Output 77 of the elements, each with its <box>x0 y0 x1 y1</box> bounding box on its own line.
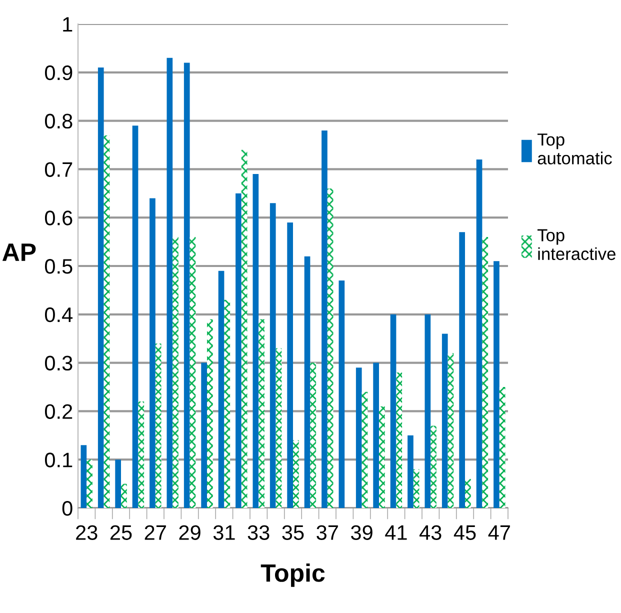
bar <box>327 188 334 508</box>
bar <box>494 261 500 508</box>
bar <box>184 62 190 508</box>
bar <box>190 236 196 508</box>
bar <box>356 368 362 508</box>
bar <box>138 402 144 508</box>
x-tick-label: 25 <box>110 525 132 540</box>
x-tick-label: 45 <box>454 525 476 540</box>
bar <box>132 126 138 508</box>
bar <box>80 445 87 508</box>
y-tick-label: 0.9 <box>44 65 72 80</box>
x-tick-label: 35 <box>282 525 304 540</box>
y-tick-label: 1 <box>63 17 72 32</box>
bar <box>241 150 248 508</box>
y-tick-label: 0.1 <box>44 452 72 468</box>
bar <box>379 406 385 508</box>
bar <box>465 478 471 508</box>
bar <box>413 469 420 508</box>
bar <box>304 256 310 508</box>
bar <box>424 314 431 508</box>
y-tick-label: 0.2 <box>44 404 72 419</box>
bar <box>408 435 414 508</box>
bar <box>362 392 368 508</box>
bar <box>252 174 259 508</box>
legend-label: Top interactive <box>537 229 616 260</box>
bar <box>236 193 242 508</box>
bar <box>121 484 127 508</box>
x-tick-label: 31 <box>213 525 235 540</box>
x-tick-label: 29 <box>179 525 200 540</box>
y-tick-label: 0.5 <box>44 259 72 274</box>
y-tick-label: 0.3 <box>44 356 72 371</box>
bar <box>322 130 328 508</box>
bar <box>166 58 173 508</box>
legend-label: Top automatic <box>537 134 612 164</box>
x-tick-label: 41 <box>385 525 407 540</box>
bar <box>86 460 92 508</box>
x-tick-label: 33 <box>248 525 270 540</box>
bar <box>390 314 396 508</box>
x-tick-label: 27 <box>144 525 166 540</box>
bar <box>207 319 213 508</box>
bar <box>396 372 402 508</box>
bar <box>155 343 162 508</box>
x-tick-label: 39 <box>351 525 372 540</box>
x-tick-label: 43 <box>419 525 442 540</box>
bar <box>373 362 379 508</box>
x-tick-label: 37 <box>316 525 338 540</box>
bar <box>201 362 207 508</box>
bar <box>150 198 156 508</box>
bar <box>482 236 488 508</box>
bar <box>499 387 506 508</box>
bar <box>442 334 448 508</box>
bar <box>218 270 224 508</box>
bar <box>98 68 104 508</box>
bar <box>104 135 110 508</box>
y-tick-label: 0.8 <box>44 114 72 129</box>
bar <box>430 426 436 508</box>
y-tick-label: 0.7 <box>44 162 72 177</box>
bar <box>270 203 276 508</box>
y-tick-label: 0.4 <box>44 307 73 322</box>
bar <box>459 232 465 508</box>
x-axis-title: Topic <box>260 564 325 587</box>
bar <box>224 300 230 508</box>
x-tick-label: 47 <box>488 525 510 540</box>
bar <box>293 440 299 508</box>
bar <box>287 222 293 508</box>
bar <box>115 460 121 508</box>
bar <box>476 160 482 508</box>
y-tick-label: 0 <box>62 501 72 516</box>
bar <box>448 353 454 508</box>
bar <box>172 236 178 508</box>
bar <box>310 362 316 508</box>
bar <box>276 348 282 508</box>
y-tick-label: 0.6 <box>44 210 72 226</box>
bar <box>338 280 345 508</box>
bar <box>258 319 264 508</box>
y-axis-title: AP <box>2 244 36 261</box>
x-tick-label: 23 <box>76 525 98 540</box>
